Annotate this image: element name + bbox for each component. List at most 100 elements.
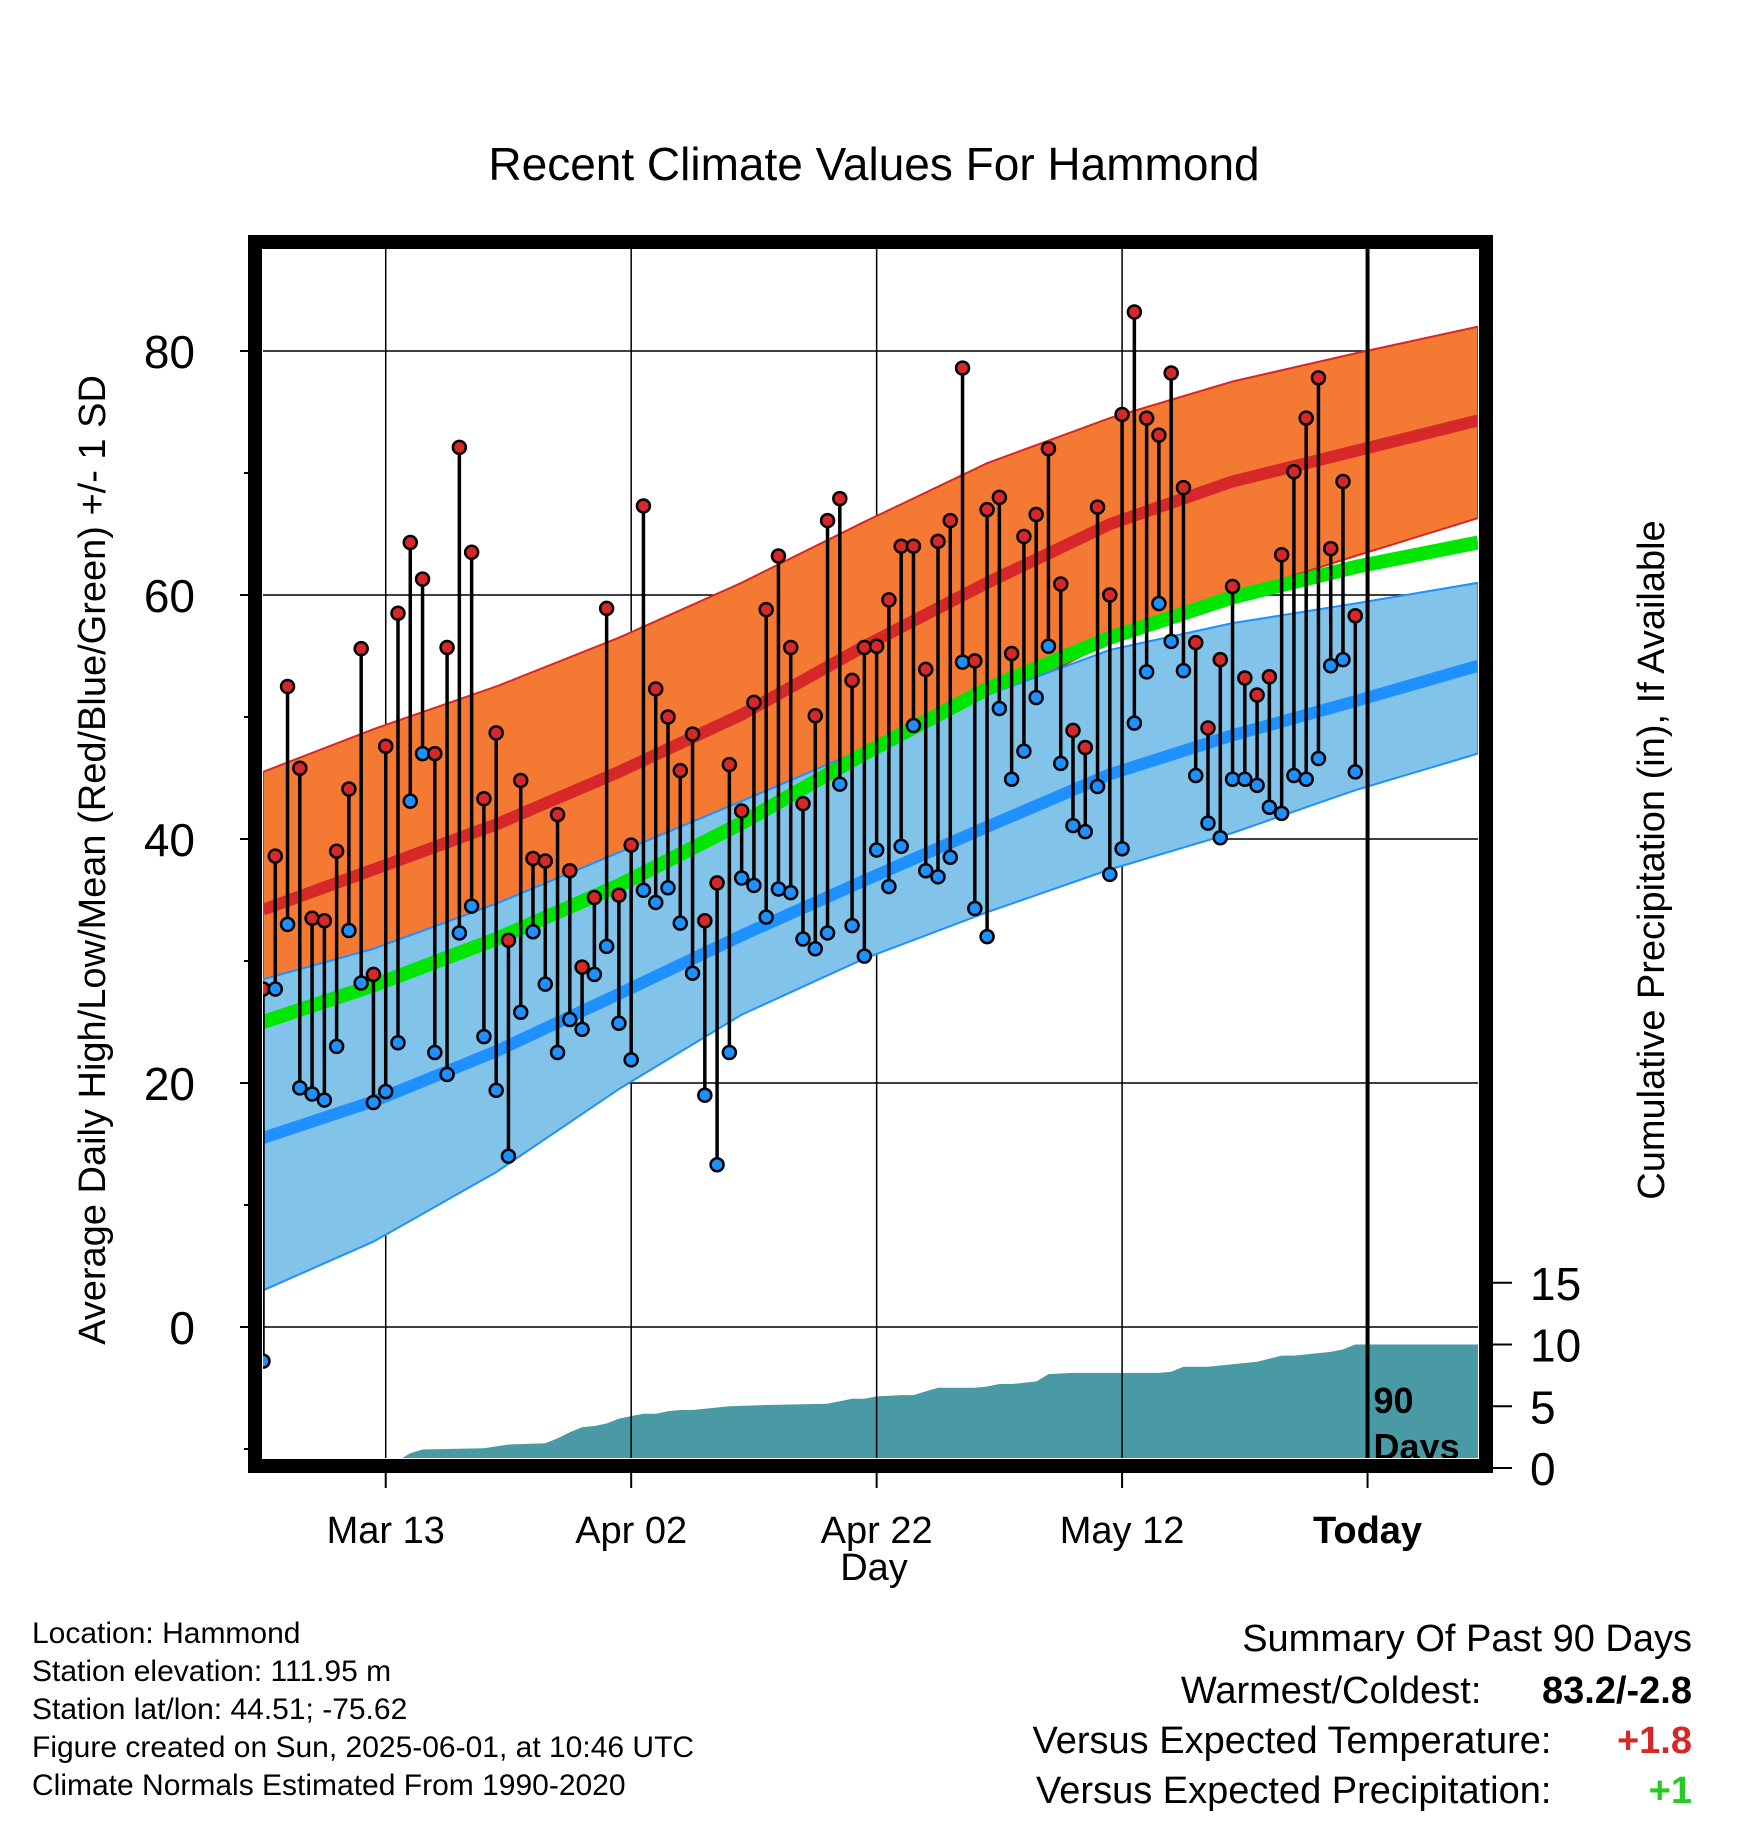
daily-high-point xyxy=(942,512,959,529)
daily-high-point xyxy=(1065,722,1081,739)
daily-high-point xyxy=(1114,406,1130,423)
daily-high-point xyxy=(1261,668,1278,685)
daily-high-point xyxy=(819,512,836,529)
warmest-coldest-value: 83.2/-2.8 xyxy=(1542,1670,1692,1712)
daily-high-point xyxy=(1151,427,1167,443)
daily-low-point xyxy=(1077,823,1094,840)
daily-high-point xyxy=(1322,540,1339,557)
daily-high-point xyxy=(427,745,443,762)
daily-low-point xyxy=(660,880,676,896)
daily-low-point xyxy=(795,931,811,947)
daily-high-point xyxy=(770,548,787,564)
daily-high-point xyxy=(316,912,333,929)
daily-low-point xyxy=(316,1092,333,1108)
daily-low-point xyxy=(1040,638,1057,654)
daily-low-point xyxy=(1089,778,1106,795)
daily-high-point xyxy=(365,966,382,983)
y-axis-label: Average Daily High/Low/Mean (Red/Blue/Gr… xyxy=(72,375,114,1345)
daily-high-point xyxy=(1224,578,1241,595)
daily-low-point xyxy=(353,975,369,991)
climate-chart: Recent Climate Values For Hammond 90 Days… xyxy=(72,138,1673,1589)
daily-high-point xyxy=(844,672,860,689)
today-label: 90 xyxy=(1374,1380,1414,1421)
daily-high-point xyxy=(684,726,701,742)
daily-high-point xyxy=(292,760,308,776)
daily-low-point xyxy=(1003,771,1020,787)
daily-low-point xyxy=(1028,689,1044,706)
daily-low-point xyxy=(488,1082,504,1099)
daily-low-point xyxy=(697,1087,713,1103)
daily-high-point xyxy=(353,640,369,657)
y2-axis-label: Cumulative Precipitation (in), If Availa… xyxy=(1631,520,1673,1199)
daily-high-point xyxy=(709,875,725,891)
plot-frame xyxy=(248,235,1493,1473)
daily-low-point xyxy=(721,1044,738,1061)
daily-high-point xyxy=(537,853,554,869)
daily-high-point xyxy=(549,806,566,823)
daily-low-point xyxy=(917,862,934,879)
daily-high-point xyxy=(1102,587,1118,603)
x-tick-label: Today xyxy=(1313,1510,1422,1552)
daily-high-point xyxy=(476,790,492,807)
daily-high-point xyxy=(341,781,357,797)
daily-low-point xyxy=(930,869,946,885)
daily-high-point xyxy=(1016,528,1032,545)
daily-high-point xyxy=(414,571,431,587)
x-tick-label: Mar 13 xyxy=(327,1510,445,1552)
daily-low-point xyxy=(647,894,664,911)
daily-low-point xyxy=(427,1044,443,1061)
created-text: Figure created on Sun, 2025-06-01, at 10… xyxy=(32,1731,695,1764)
daily-high-point xyxy=(1347,607,1364,624)
y2-tick-label: 15 xyxy=(1530,1258,1581,1310)
today-label: Days xyxy=(1374,1426,1460,1467)
daily-high-point xyxy=(917,661,934,678)
daily-high-point xyxy=(1138,410,1155,426)
daily-high-point xyxy=(1163,365,1179,381)
y-tick-label: 20 xyxy=(144,1058,195,1110)
daily-low-point xyxy=(868,842,885,858)
daily-high-point xyxy=(1175,479,1192,496)
summary-warmest-coldest: Warmest/Coldest: 83.2/-2.8 xyxy=(1181,1670,1692,1713)
daily-high-point xyxy=(512,772,529,789)
daily-low-point xyxy=(832,776,848,792)
precip-area xyxy=(263,1344,1478,1458)
daily-low-point xyxy=(635,882,652,898)
summary-title: Summary Of Past 90 Days xyxy=(1242,1618,1692,1661)
daily-high-point xyxy=(390,605,406,622)
daily-low-point xyxy=(390,1034,406,1051)
daily-low-point xyxy=(856,948,873,964)
daily-high-point xyxy=(1310,370,1327,386)
daily-low-point xyxy=(1016,743,1032,759)
normals-text: Climate Normals Estimated From 1990-2020 xyxy=(32,1769,626,1802)
daily-high-point xyxy=(1126,304,1143,320)
daily-high-point xyxy=(1200,720,1216,736)
daily-high-point xyxy=(856,639,873,656)
daily-low-point xyxy=(746,877,762,894)
daily-low-point xyxy=(267,981,284,997)
daily-high-point xyxy=(623,837,639,853)
daily-high-point xyxy=(611,887,627,903)
daily-low-point xyxy=(1212,830,1229,846)
daily-low-point xyxy=(1187,767,1204,784)
daily-low-point xyxy=(1310,750,1327,767)
daily-low-point xyxy=(709,1156,725,1173)
daily-high-point xyxy=(439,639,455,656)
daily-high-point xyxy=(868,638,885,654)
daily-low-point xyxy=(537,976,554,992)
daily-high-point xyxy=(733,803,750,819)
daily-low-point xyxy=(1261,799,1278,816)
daily-high-point xyxy=(488,725,504,741)
daily-high-point xyxy=(1335,473,1351,490)
daily-high-point xyxy=(954,360,971,376)
daily-low-point xyxy=(586,966,603,983)
daily-high-point xyxy=(795,795,811,812)
daily-low-point xyxy=(598,938,615,955)
x-axis-label: Day xyxy=(840,1547,908,1589)
daily-high-point xyxy=(905,538,922,554)
daily-high-point xyxy=(1040,440,1057,457)
daily-low-point xyxy=(1237,771,1253,787)
daily-low-point xyxy=(942,849,959,866)
daily-low-point xyxy=(562,1011,578,1028)
daily-high-point xyxy=(377,738,394,755)
daily-low-point xyxy=(279,916,296,933)
